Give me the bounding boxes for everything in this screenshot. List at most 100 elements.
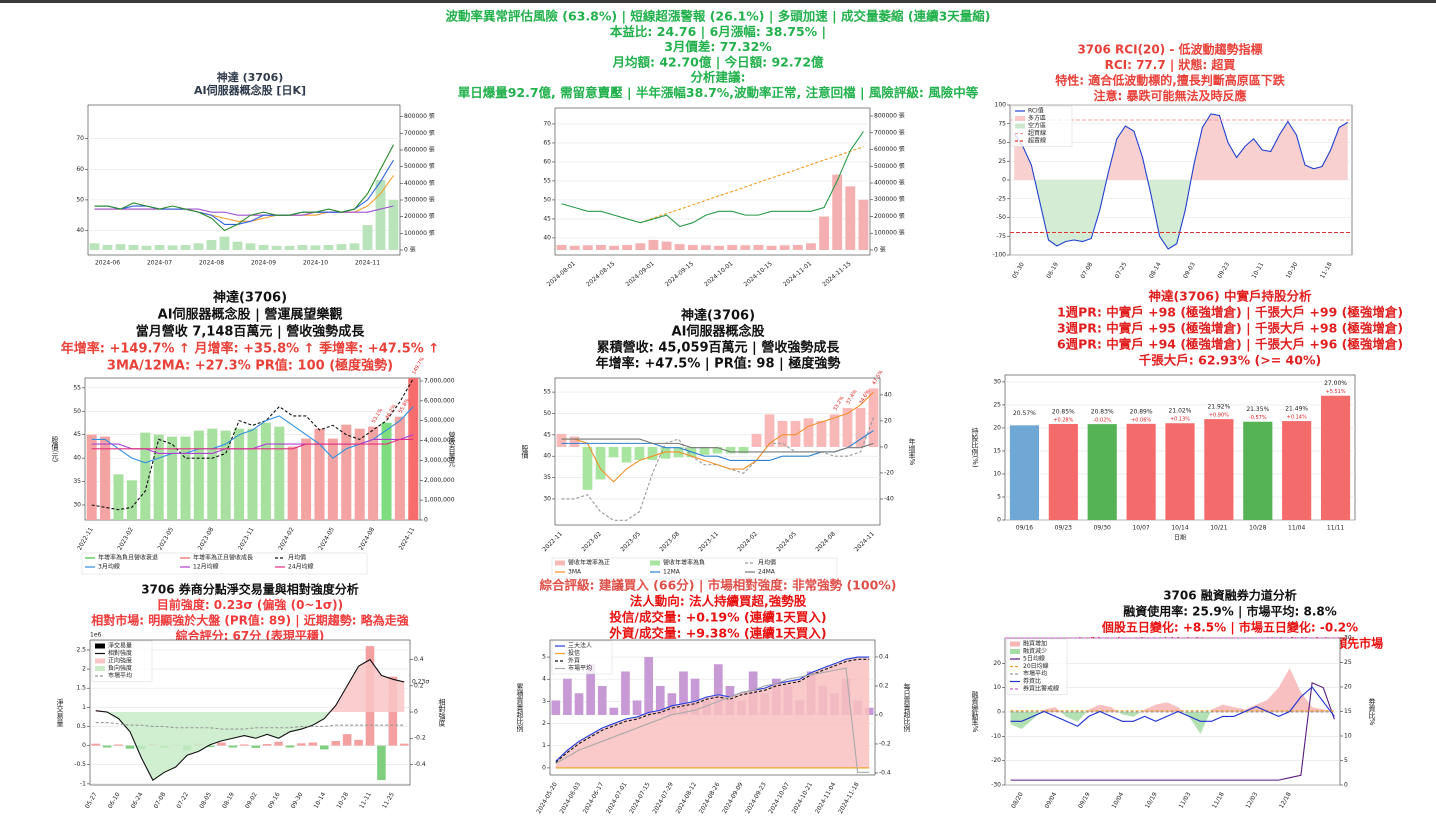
line: [561, 438, 874, 453]
y2-tick-label: -0.2: [879, 740, 891, 747]
legend-swatch: [1015, 116, 1025, 121]
bar: [582, 446, 593, 490]
y-tick-label: 30: [993, 378, 1001, 385]
chart-title: 相對市場: 明顯強於大盤 (PR值: 89) | 近期趨勢: 略為走強: [91, 613, 409, 628]
y2-tick-label: 0: [414, 709, 418, 716]
y-tick-label: -0.5: [74, 761, 86, 768]
y-tick-label: 60: [543, 158, 551, 165]
bar: [310, 245, 321, 250]
legend-swatch: [1015, 123, 1025, 129]
chart-title: 神達 (3706): [217, 70, 284, 84]
y-tick-label: 75: [998, 120, 1006, 127]
line: [640, 146, 864, 224]
x-tick-label: 2024-08: [199, 260, 224, 267]
bar: [297, 743, 306, 746]
bar: [582, 245, 593, 250]
bar: [284, 245, 295, 250]
chart-title: 3706 融資融券力道分析: [1163, 588, 1297, 603]
bar: [727, 244, 738, 250]
area-fill: [1014, 180, 1348, 249]
bar: [738, 446, 749, 454]
legend-label: 月均價: [758, 559, 776, 567]
chart-title: 年增率: +149.7% ↑ 月增率: +35.8% ↑ 季增率: +47.5%…: [61, 341, 440, 357]
legend-label: 融資增加: [1023, 640, 1047, 648]
legend-label: 3MA: [568, 569, 582, 576]
y-axis-label: 融資變動率%: [971, 690, 979, 733]
y-tick-label: 0: [997, 708, 1001, 715]
bar: [301, 438, 312, 520]
bar: [400, 743, 409, 746]
y2-tick-label: 5: [1344, 757, 1348, 764]
chart-title: 3706 券商分點淨交易量與相對強度分析: [141, 582, 359, 597]
y-tick-label: 20: [993, 660, 1001, 667]
bar: [274, 426, 285, 520]
bar: [779, 245, 790, 250]
y2-axis-label: 每日買賣超比例: [903, 682, 911, 733]
bar: [655, 685, 665, 715]
bar: [180, 245, 191, 250]
x-tick-label: 2024-06: [95, 260, 120, 267]
legend-label: 正向強度: [108, 657, 132, 665]
bar: [766, 245, 777, 250]
legend-label: 投信: [568, 649, 580, 657]
bar: [647, 446, 658, 460]
y-axis-label: 淨交易量: [56, 698, 64, 727]
y2-tick-label: 15: [1344, 708, 1352, 715]
y2-tick-label: 40: [884, 391, 892, 398]
y2-tick-label: 0 張: [874, 246, 886, 253]
y-tick-label: -25: [996, 195, 1006, 202]
bar: [219, 236, 230, 250]
chart-title: 特性: 適合低波動標的,擅長判斷高原區下跌: [1055, 73, 1286, 88]
legend-label: 市場平均: [1023, 670, 1047, 678]
y2-tick-label: 200000 張: [404, 213, 435, 220]
x-tick-label: 2024-10: [303, 260, 328, 267]
bar: [816, 420, 827, 447]
bar: [102, 745, 112, 748]
y2-tick-label: 700000 張: [874, 129, 905, 136]
chart-title: 累積營收: 45,059百萬元 | 營收強勢成長: [597, 340, 841, 356]
legend-label: 3月均線: [98, 563, 120, 571]
bar: [115, 244, 126, 250]
legend-swatch: [95, 666, 105, 671]
bar: [323, 245, 334, 250]
bar: [91, 743, 100, 746]
bar: [362, 225, 373, 250]
bar: [690, 678, 700, 715]
y-tick-label: 0: [1002, 177, 1006, 184]
bar: [621, 446, 632, 463]
y-tick-label: -100: [992, 252, 1006, 259]
chart-title: 神達(3706) 中實戶持股分析: [1148, 289, 1312, 304]
bar: [1048, 424, 1078, 520]
line: [561, 391, 874, 483]
bar: [320, 745, 329, 750]
y2-tick-label: 700000 張: [404, 130, 435, 137]
line: [94, 144, 394, 232]
bar: [819, 216, 829, 250]
chart-title: 波動率異常評估風險 (63.8%) | 短線超漲警報 (26.1%) | 多頭加…: [445, 9, 990, 24]
bar: [1282, 421, 1312, 520]
bar: [595, 446, 606, 480]
chart-title: 千張大戶: 62.93% (>= 40%): [1139, 353, 1321, 368]
bar: [621, 671, 630, 715]
bar: [285, 745, 295, 748]
value-label: 20.57%: [1013, 410, 1036, 417]
area-fill: [1014, 114, 1348, 180]
y2-tick-label: 0 張: [404, 247, 416, 254]
value-label: 20.83%: [1091, 409, 1114, 416]
x-tick-label: 11/11: [1327, 525, 1344, 532]
bar: [596, 244, 606, 250]
legend-label: 券資比: [1023, 677, 1041, 685]
bar: [667, 693, 677, 715]
y2-tick-label: 30: [1344, 635, 1352, 642]
bar: [207, 428, 218, 520]
bar: [102, 245, 113, 250]
y2-tick-label: 0: [424, 517, 428, 524]
y2-tick-label: 0.4: [414, 656, 424, 663]
bar: [354, 739, 363, 746]
bar-annotation: +0.90%: [1209, 413, 1229, 419]
y2-tick-label: 0.2: [879, 682, 889, 689]
y2-tick-label: 0: [879, 711, 883, 718]
